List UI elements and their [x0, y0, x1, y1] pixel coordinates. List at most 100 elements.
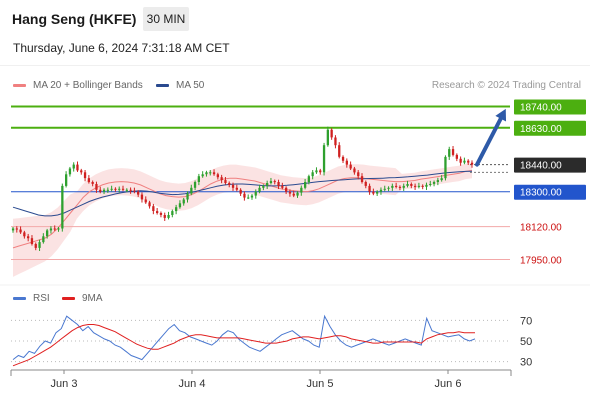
interval-button[interactable]: 30 MIN — [143, 7, 189, 31]
level-tag-resistance: 18630.00 — [520, 124, 562, 135]
candle-body — [387, 187, 390, 189]
candle-body — [285, 187, 288, 192]
level-tag-bg — [514, 99, 586, 115]
rsi-line — [12, 314, 476, 361]
candle-body — [360, 176, 364, 182]
forecast-arrow — [475, 112, 505, 167]
candle-body — [137, 191, 140, 195]
candle-body — [326, 129, 329, 146]
candle-body — [364, 182, 367, 186]
ma50-swatch — [156, 84, 169, 87]
candle-body — [414, 185, 417, 187]
candle-body — [178, 203, 182, 208]
candle-body — [277, 182, 280, 186]
candle-body — [470, 162, 474, 165]
candle-body — [220, 177, 223, 181]
ma50-line — [12, 170, 473, 217]
legend-ma50-label: MA 50 — [176, 80, 205, 91]
candle-body — [296, 192, 299, 196]
candle-body — [68, 168, 72, 175]
candle-body — [190, 187, 193, 194]
candle-body — [167, 215, 170, 218]
candle-body — [440, 178, 443, 181]
candle-body — [273, 181, 276, 183]
candle-body — [459, 158, 462, 163]
candle-body — [334, 137, 337, 146]
candle-body — [87, 178, 90, 183]
candle-body — [76, 164, 79, 171]
candle-body — [99, 189, 102, 192]
level-tag-bg — [514, 184, 586, 200]
candle-body — [429, 184, 432, 185]
ma20-line — [12, 169, 473, 249]
candle-body — [102, 189, 106, 192]
candle-body — [140, 194, 144, 200]
legend-rsi: RSI — [13, 293, 50, 304]
candle-body — [110, 188, 113, 190]
candle-body — [315, 170, 318, 173]
header-divider — [0, 65, 590, 66]
candle-body — [121, 188, 125, 190]
instrument-title: Hang Seng (HKFE) — [12, 11, 137, 27]
legend-ma20: MA 20 + Bollinger Bands — [13, 80, 143, 91]
candle-body — [288, 191, 292, 194]
rsi-swatch — [13, 297, 26, 300]
candle-body — [38, 242, 41, 248]
candle-body — [463, 160, 466, 163]
candle-body — [406, 184, 409, 186]
candle-body — [193, 182, 197, 188]
ma9-swatch — [62, 297, 75, 300]
candle-body — [410, 184, 413, 186]
candle-body — [129, 189, 132, 191]
candle-body — [281, 185, 284, 188]
candle-body — [95, 184, 98, 190]
x-tick-label: Jun 3 — [51, 378, 78, 390]
candle-body — [72, 164, 75, 169]
x-tick-label: Jun 4 — [179, 378, 206, 390]
rsi-tick-50: 50 — [520, 336, 532, 348]
candle-body — [353, 168, 356, 173]
candle-body — [425, 184, 428, 187]
candle-body — [171, 211, 174, 215]
level-tag-bg — [514, 120, 586, 136]
candle-body — [152, 206, 155, 211]
candle-body — [209, 172, 212, 174]
legend-ma20-label: MA 20 + Bollinger Bands — [33, 80, 143, 91]
candle-body — [197, 176, 200, 182]
candle-body — [372, 191, 375, 194]
candle-body — [114, 188, 117, 190]
candle-body — [345, 160, 348, 165]
candle-body — [163, 215, 166, 218]
candle-body — [159, 213, 163, 215]
candle-body — [258, 187, 261, 192]
candle-body — [186, 193, 189, 200]
candle-body — [42, 236, 45, 243]
candle-body — [269, 181, 273, 183]
candle-body — [216, 174, 219, 178]
candle-body — [330, 129, 333, 138]
level-tag-resistance: 18740.00 — [520, 103, 562, 114]
candle-body — [106, 189, 109, 191]
candle-body — [467, 160, 470, 163]
candle-body — [53, 228, 56, 230]
x-tick-label: Jun 6 — [435, 378, 462, 390]
candle-body — [46, 230, 49, 237]
candle-body — [205, 172, 208, 175]
candle-body — [391, 185, 394, 188]
x-tick-label: Jun 5 — [307, 378, 334, 390]
candle-body — [304, 182, 307, 188]
candle-body — [23, 232, 26, 237]
candle-body — [357, 172, 360, 177]
candle-body — [118, 188, 121, 190]
candle-body — [338, 145, 341, 157]
candle-body — [436, 180, 439, 182]
rsi-9ma-line — [12, 324, 475, 367]
candle-body — [368, 185, 371, 192]
timestamp: Thursday, June 6, 2024 7:31:18 AM CET — [13, 41, 230, 55]
legend-rsi-label: RSI — [33, 293, 50, 304]
candle-body — [300, 187, 303, 193]
candle-body — [455, 154, 458, 159]
candle-body — [212, 172, 216, 175]
